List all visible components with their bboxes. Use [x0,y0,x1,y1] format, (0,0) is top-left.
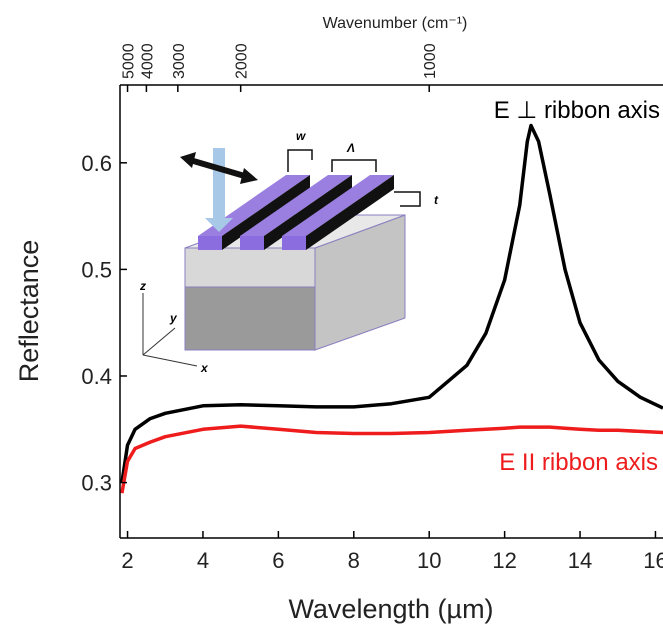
series-label: E II ribbon axis [499,449,658,476]
data-line [120,424,663,494]
inset-label: Λ [346,141,355,155]
y-axis-label: Reflectance [14,240,44,383]
top-tick-label: 4000 [139,43,156,79]
top-tick-label: 3000 [171,43,188,79]
inset-label: z [139,279,146,293]
y-tick-label: 0.6 [81,151,112,176]
x-tick-label: 4 [197,548,209,573]
x-tick-label: 16 [643,548,663,573]
top-axis-label: Wavenumber (cm⁻¹) [323,15,468,32]
inset-diagram: w Λ t z y x [139,129,439,375]
x-tick-label: 8 [348,548,360,573]
x-tick-label: 6 [272,548,284,573]
top-tick-label: 5000 [121,43,138,79]
series-label: E ⊥ ribbon axis [494,97,660,124]
inset-label: w [296,129,306,143]
x-axis-label: Wavelength (µm) [288,594,493,624]
top-tick-label: 1000 [422,43,439,79]
y-tick-label: 0.3 [81,471,112,496]
inset-label: x [200,361,209,375]
inset-label: t [434,193,439,207]
x-tick-label: 2 [121,548,133,573]
top-tick-label: 2000 [234,43,251,79]
inset-label: y [169,311,178,325]
x-tick-label: 12 [492,548,516,573]
y-tick-label: 0.4 [81,364,112,389]
x-tick-label: 14 [568,548,592,573]
x-tick-label: 10 [417,548,441,573]
y-tick-label: 0.5 [81,257,112,282]
data-line [120,123,663,483]
